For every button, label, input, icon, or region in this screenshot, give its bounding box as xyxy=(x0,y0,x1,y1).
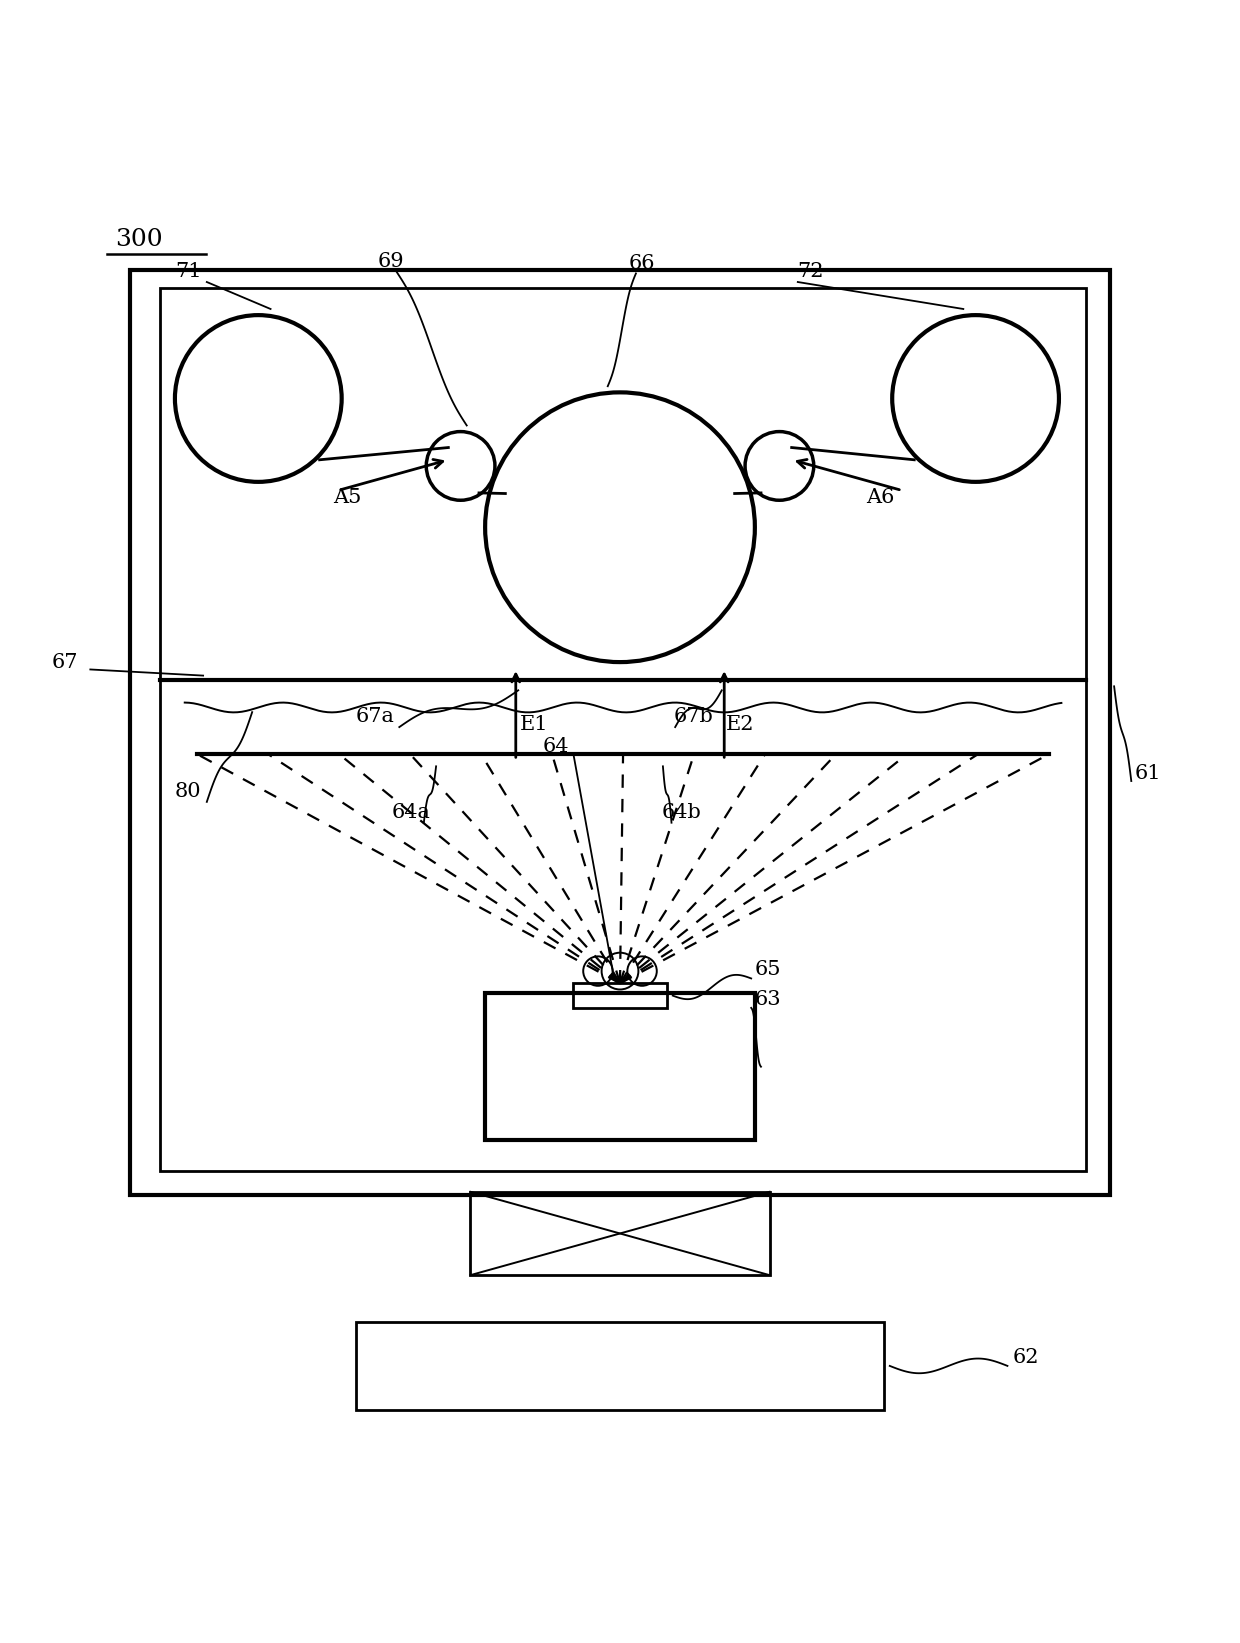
Bar xyxy=(129,269,1111,1196)
Text: 300: 300 xyxy=(115,228,162,251)
Text: 69: 69 xyxy=(377,253,404,271)
Text: 64: 64 xyxy=(543,736,569,756)
Text: 66: 66 xyxy=(629,253,655,273)
Bar xyxy=(470,1191,770,1275)
Text: 62: 62 xyxy=(1012,1349,1039,1367)
Text: 61: 61 xyxy=(1135,764,1162,782)
Text: E1: E1 xyxy=(520,715,548,733)
Bar xyxy=(160,288,1086,1171)
Text: 67a: 67a xyxy=(356,706,394,726)
Text: 64b: 64b xyxy=(661,803,701,822)
Bar xyxy=(485,992,755,1140)
Text: E2: E2 xyxy=(725,715,754,733)
Text: 80: 80 xyxy=(175,782,202,802)
Text: A6: A6 xyxy=(866,488,894,506)
Text: 63: 63 xyxy=(755,991,781,1009)
Text: 72: 72 xyxy=(797,263,823,281)
Bar xyxy=(573,984,667,1007)
Text: 64a: 64a xyxy=(392,803,432,822)
Text: 65: 65 xyxy=(755,960,781,979)
Text: 67b: 67b xyxy=(673,706,713,726)
Text: 71: 71 xyxy=(175,263,202,281)
Text: 67: 67 xyxy=(52,654,78,672)
Text: A5: A5 xyxy=(334,488,362,506)
Bar xyxy=(356,1321,884,1410)
